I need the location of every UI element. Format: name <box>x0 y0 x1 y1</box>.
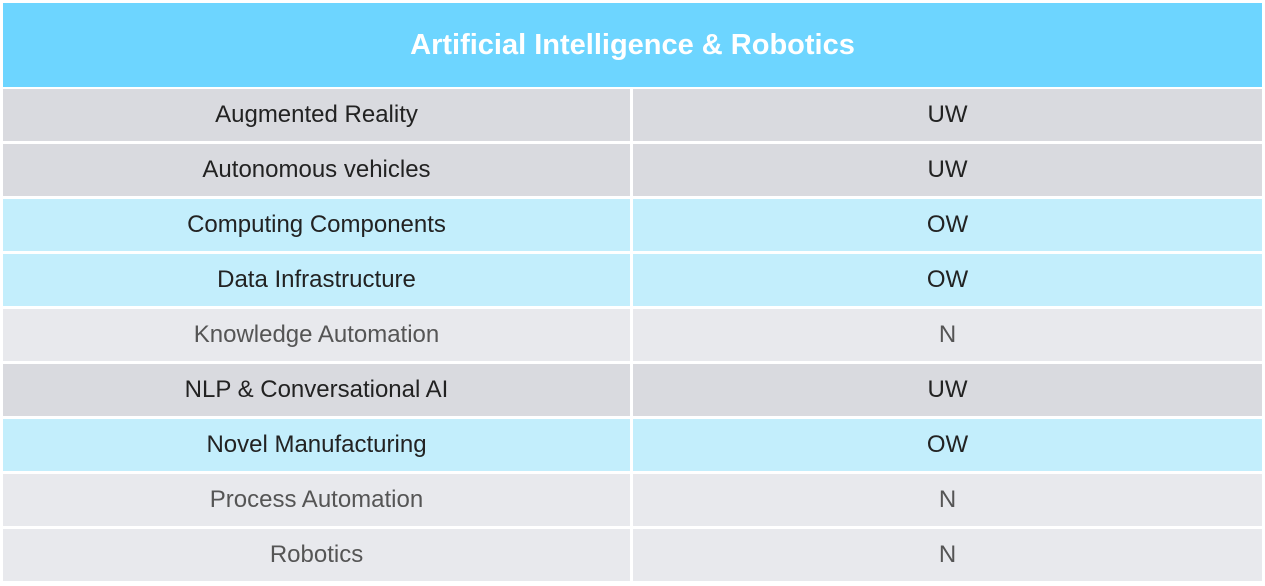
sector: Knowledge Automation <box>3 309 630 361</box>
sector: NLP & Conversational AI <box>3 364 630 416</box>
sector: Novel Manufacturing <box>3 419 630 471</box>
sector: Process Automation <box>3 474 630 526</box>
rating: UW <box>633 364 1262 416</box>
rating: N <box>633 529 1262 581</box>
table-title: Artificial Intelligence & Robotics <box>3 3 1262 87</box>
sector: Computing Components <box>3 199 630 251</box>
sector: Data Infrastructure <box>3 254 630 306</box>
table-row: NLP & Conversational AI UW <box>3 364 1262 416</box>
sector: Augmented Reality <box>3 89 630 141</box>
table-row: Autonomous vehicles UW <box>3 144 1262 196</box>
table-row: Knowledge Automation N <box>3 309 1262 361</box>
rating: OW <box>633 419 1262 471</box>
rating: UW <box>633 144 1262 196</box>
table-row: Robotics N <box>3 529 1262 581</box>
rating: OW <box>633 199 1262 251</box>
sector: Robotics <box>3 529 630 581</box>
table-row: Augmented Reality UW <box>3 89 1262 141</box>
table-row: Data Infrastructure OW <box>3 254 1262 306</box>
table: Artificial Intelligence & Robotics Augme… <box>3 3 1262 584</box>
rating: N <box>633 474 1262 526</box>
table-row: Process Automation N <box>3 474 1262 526</box>
table-row: Computing Components OW <box>3 199 1262 251</box>
table-row: Novel Manufacturing OW <box>3 419 1262 471</box>
rating: N <box>633 309 1262 361</box>
sector: Autonomous vehicles <box>3 144 630 196</box>
rating: UW <box>633 89 1262 141</box>
rating: OW <box>633 254 1262 306</box>
